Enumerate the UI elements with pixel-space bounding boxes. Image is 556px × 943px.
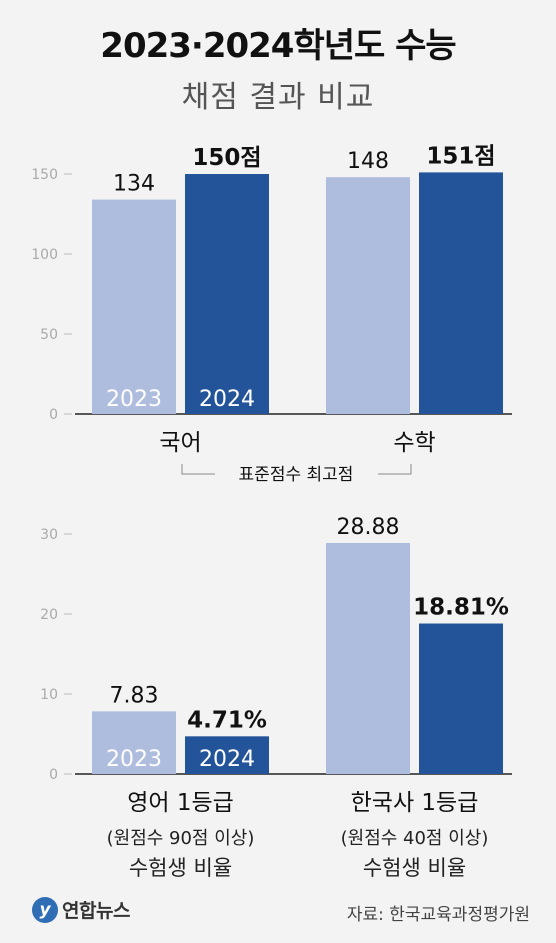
data-label: 151점 — [426, 143, 495, 169]
data-label: 134 — [113, 172, 155, 197]
y-tick-label: 30 — [40, 527, 58, 543]
data-label: 18.81% — [413, 595, 509, 621]
bar-2024 — [419, 623, 503, 774]
data-label: 150점 — [192, 145, 261, 171]
category-label: 한국사 1등급 — [351, 790, 479, 816]
data-label: 4.71% — [187, 707, 267, 733]
category-note: (원점수 40점 이상) — [341, 828, 489, 849]
bar-2024 — [185, 736, 269, 774]
y-tick-label: 100 — [31, 247, 58, 263]
bar-2023 — [326, 177, 410, 414]
y-tick-label: 20 — [40, 607, 58, 623]
yonhap-logo: y 연합뉴스 — [32, 896, 130, 923]
data-label: 148 — [347, 149, 389, 174]
bar-2024 — [419, 172, 503, 414]
category-label: 수학 — [393, 430, 435, 456]
group-bracket-right — [378, 464, 412, 475]
series-label-2024: 2024 — [199, 387, 255, 412]
logo-text: 연합뉴스 — [62, 900, 130, 922]
group-bracket-left — [181, 464, 215, 475]
group-label: 표준점수 최고점 — [239, 465, 354, 485]
y-tick-label: 0 — [49, 407, 58, 423]
chart-title: 2023·2024학년도 수능 — [100, 26, 456, 66]
category-note: (원점수 90점 이상) — [107, 828, 255, 849]
series-label-2023: 2023 — [106, 387, 162, 412]
yonhap-logo-icon: y — [32, 896, 58, 923]
data-label: 28.88 — [337, 515, 400, 540]
chart-subtitle: 채점 결과 비교 — [181, 80, 375, 115]
bar-2023 — [92, 711, 176, 774]
category-label: 영어 1등급 — [127, 790, 234, 816]
category-note: 수험생 비율 — [129, 856, 232, 880]
bar-2023 — [326, 542, 410, 774]
y-tick-label: 150 — [31, 167, 58, 183]
source-note: 자료: 한국교육과정평가원 — [346, 905, 530, 925]
bar-2024 — [185, 174, 269, 414]
bar-2023 — [92, 199, 176, 414]
series-label-2023: 2023 — [106, 747, 162, 772]
y-tick-label: 0 — [49, 767, 58, 783]
category-label: 국어 — [159, 430, 201, 456]
series-label-2024: 2024 — [199, 747, 255, 772]
y-tick-label: 50 — [40, 327, 58, 343]
data-label: 7.83 — [110, 683, 159, 708]
category-note: 수험생 비율 — [363, 856, 466, 880]
y-tick-label: 10 — [40, 687, 58, 703]
